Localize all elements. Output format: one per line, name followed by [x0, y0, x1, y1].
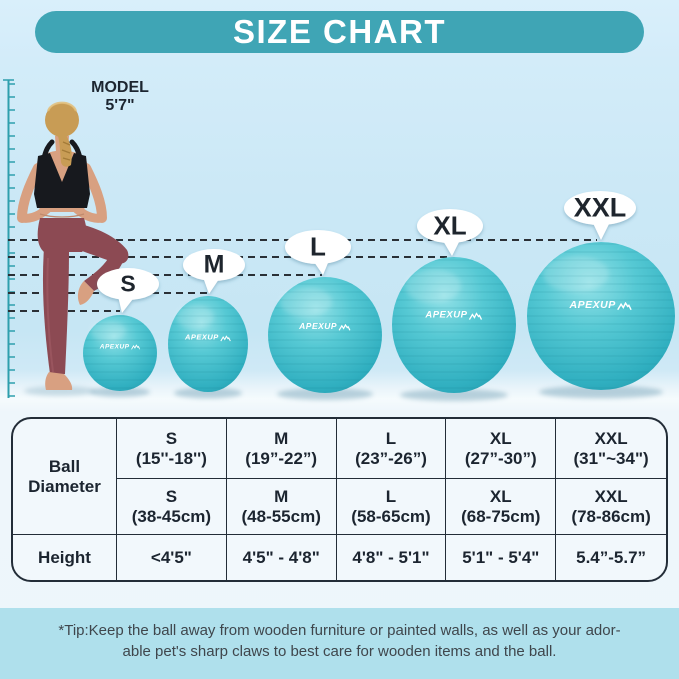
ball-s [83, 315, 157, 397]
size-table: Ball Diameter S (15''-18'') M (19”-22”) … [11, 417, 668, 582]
ball-logo-s: APEXUP [100, 344, 140, 351]
brand-text: APEXUP [184, 332, 219, 342]
brand-text: APEXUP [569, 299, 616, 311]
cell-xxl-height: 5.4”-5.7” [576, 547, 647, 567]
size-bubble-s [97, 268, 159, 313]
cell-m-cm: M (48-55cm) [226, 479, 337, 535]
cell-xxl-inches: XXL (31"~34") [556, 419, 666, 479]
cell-xl-inches: XL (27”-30”) [446, 419, 557, 479]
bubble-label-s: S [120, 270, 136, 297]
title-banner: SIZE CHART [35, 11, 644, 53]
cell-xl-height: 5'1" - 5'4" [446, 535, 557, 580]
model-label: MODEL 5'7" [70, 79, 170, 115]
size-bubble-xxl [564, 191, 636, 240]
brand-text: APEXUP [425, 309, 468, 321]
mountain-icon [468, 312, 483, 320]
tip-footer: *Tip:Keep the ball away from wooden furn… [0, 608, 679, 679]
ball-xl [392, 257, 516, 401]
model-illustration [17, 101, 129, 396]
size-bubble-xl [417, 209, 483, 256]
brand-text: APEXUP [99, 343, 130, 351]
ball-logo-m: APEXUP [185, 333, 231, 342]
cell-s-inches: S (15''-18'') [117, 419, 227, 479]
cell-xl-cm: XL (68-75cm) [446, 479, 557, 535]
ball-logo-l: APEXUP [299, 321, 351, 331]
brand-text: APEXUP [299, 321, 338, 331]
bubble-label-xxl: XXL [573, 192, 627, 223]
ball-l [268, 277, 382, 400]
model-height: 5'7" [105, 97, 135, 114]
cell-s-height: <4'5" [117, 535, 227, 580]
page-title: SIZE CHART [233, 13, 446, 50]
size-bubble-m [183, 249, 245, 294]
cell-m-height: 4'5" - 4'8" [227, 535, 337, 580]
tip-line-2: able pet's sharp claws to best care for … [122, 643, 557, 660]
ball-m [168, 296, 248, 399]
mountain-icon [130, 344, 140, 351]
size-bubble-l [285, 230, 351, 275]
table-header-height: Height [13, 535, 117, 580]
bubble-label-xl: XL [433, 210, 467, 241]
mountain-icon [220, 335, 231, 341]
model-name: MODEL [91, 79, 149, 96]
mountain-icon [338, 323, 351, 331]
cell-s-cm: S (38-45cm) [117, 479, 227, 535]
tip-line-1: *Tip:Keep the ball away from wooden furn… [58, 622, 621, 639]
ball-xxl [527, 242, 675, 399]
ball-logo-xxl: APEXUP [570, 299, 633, 311]
cell-xxl-cm: XXL (78-86cm) [556, 479, 666, 535]
cell-l-inches: L (23”-26”) [336, 419, 447, 479]
table-header-ball-diameter: Ball Diameter [13, 419, 117, 535]
cell-l-cm: L (58-65cm) [336, 479, 447, 535]
cell-m-inches: M (19”-22”) [226, 419, 337, 479]
bubble-label-m: M [203, 250, 225, 279]
mountain-icon [617, 302, 632, 311]
bubble-label-l: L [310, 231, 326, 262]
cell-l-height: 4'8" - 5'1" [337, 535, 447, 580]
ball-logo-xl: APEXUP [425, 309, 483, 321]
